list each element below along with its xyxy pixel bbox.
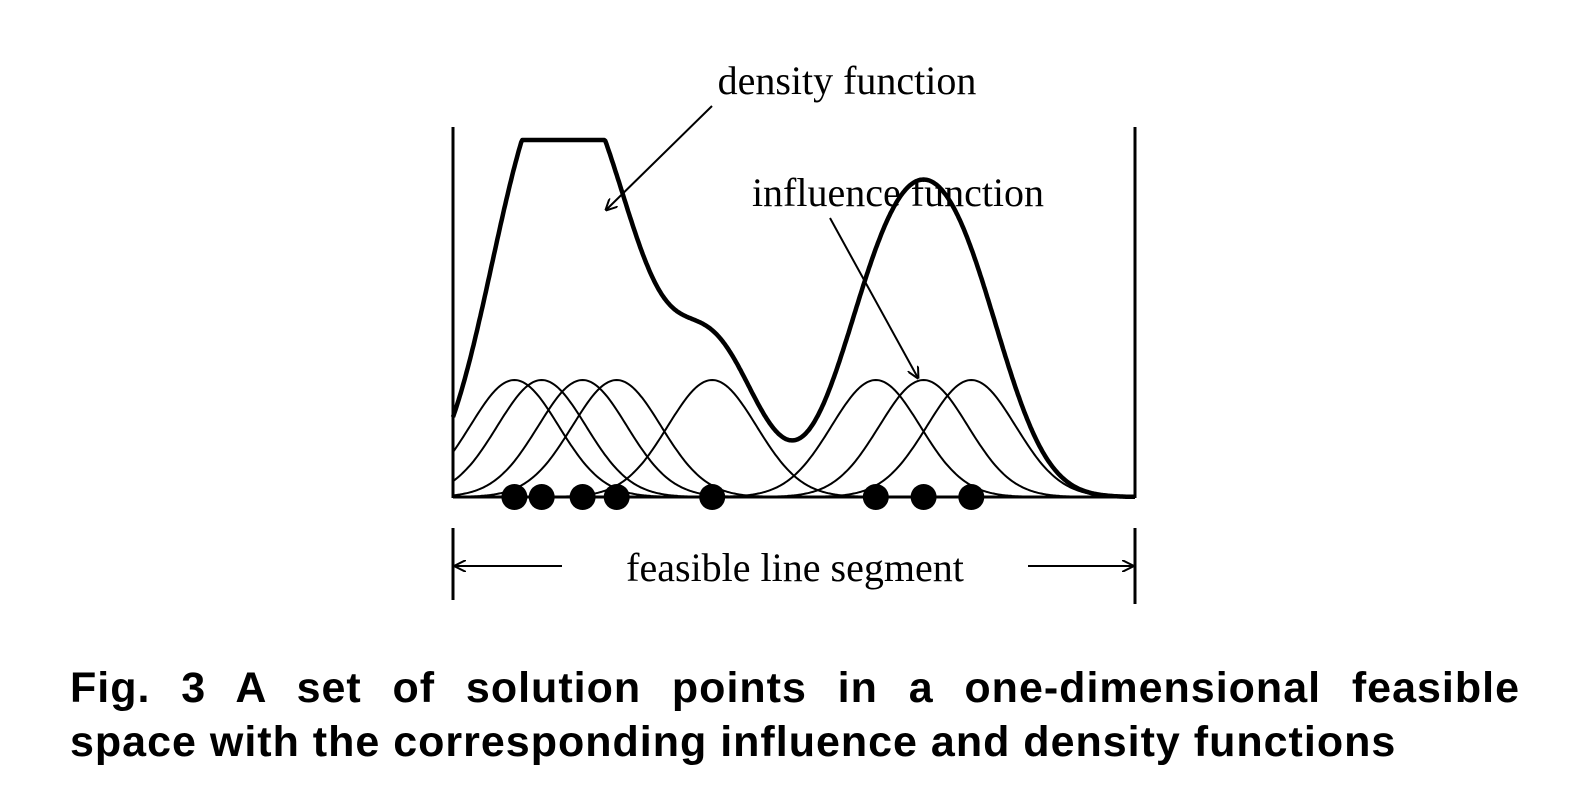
solution-point-7: [910, 484, 937, 510]
influence-curve-4: [470, 378, 764, 498]
influence-curve-3: [452, 378, 730, 498]
density-curve: [450, 137, 1137, 500]
influence-curve-8: [824, 378, 1118, 498]
density-arrow: [606, 105, 713, 210]
solution-points: [501, 484, 985, 510]
influence-arrow: [829, 217, 918, 378]
solution-point-6: [862, 484, 889, 510]
solution-point-4: [603, 484, 630, 510]
density-function-label: density function: [718, 58, 977, 103]
influence-curve-2: [452, 378, 689, 498]
solution-point-3: [569, 484, 596, 510]
influence-curve-5: [565, 378, 859, 498]
solution-point-8: [958, 484, 985, 510]
diagram: density function influence function feas…: [450, 58, 1137, 604]
feasible-line-segment-label: feasible line segment: [626, 545, 964, 590]
solution-point-1: [501, 484, 528, 510]
influence-curve-6: [729, 378, 1023, 498]
solution-point-2: [528, 484, 555, 510]
figure-caption-line-1: Fig. 3 A set of solution points in a one…: [70, 664, 1520, 712]
solution-point-5: [699, 484, 726, 510]
influence-curve-7: [776, 378, 1071, 498]
figure-caption-line-2: space with the corresponding influence a…: [70, 718, 1397, 766]
influence-function-label: influence function: [752, 170, 1044, 215]
